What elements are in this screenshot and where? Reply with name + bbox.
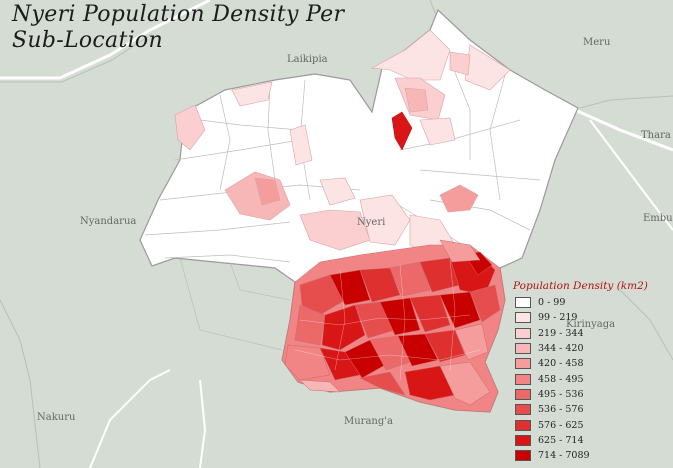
legend-label: 99 - 219	[538, 312, 578, 324]
legend-item: 458 - 495	[513, 371, 673, 386]
legend-item: 420 - 458	[513, 356, 673, 371]
place-label-tharaka: Thara	[641, 130, 671, 141]
legend-item: 536 - 576	[513, 402, 673, 417]
place-label-laikipia: Laikipia	[287, 54, 328, 65]
legend-item: 495 - 536	[513, 387, 673, 402]
legend-item: 344 - 420	[513, 341, 673, 356]
legend-label: 495 - 536	[538, 388, 584, 400]
road-line	[0, 0, 211, 80]
place-label-kirinyaga: Kirinyaga	[566, 319, 616, 330]
legend-label: 714 - 7089	[538, 450, 590, 462]
dense-area-lines	[294, 259, 481, 381]
legend-swatch	[515, 450, 531, 462]
legend-label: 576 - 625	[538, 419, 584, 431]
legend-item: 714 - 7089	[513, 448, 673, 463]
density-light-areas	[174, 29, 511, 256]
legend-swatch	[515, 358, 531, 370]
map-title-line1: Nyeri Population Density Per	[12, 2, 345, 27]
road-line	[0, 33, 153, 83]
legend-label: 344 - 420	[538, 343, 584, 355]
legend-swatch	[515, 419, 531, 431]
legend-swatch	[515, 343, 531, 355]
legend-label: 458 - 495	[538, 373, 584, 385]
legend-swatch	[515, 388, 531, 400]
road-line	[619, 289, 673, 361]
legend-title: Population Density (km2)	[513, 280, 648, 292]
place-label-nakuru: Nakuru	[37, 412, 76, 423]
density-high-wedge	[391, 111, 413, 151]
legend-swatch	[515, 373, 531, 385]
legend-item: 625 - 714	[513, 433, 673, 448]
legend-item: 219 - 344	[513, 326, 673, 341]
place-label-meru: Meru	[583, 37, 611, 48]
legend-item: 576 - 625	[513, 417, 673, 432]
map-title-line2: Sub-Location	[12, 28, 163, 53]
legend-label: 0 - 99	[538, 297, 566, 309]
place-label-embu: Embu	[643, 213, 673, 224]
legend-swatch	[515, 297, 531, 309]
legend-label: 219 - 344	[538, 327, 584, 339]
legend-item: 99 - 219	[513, 310, 673, 325]
legend-label: 420 - 458	[538, 358, 584, 370]
place-label-muranga: Murang'a	[344, 416, 393, 427]
place-label-nyeri: Nyeri	[357, 217, 386, 228]
place-label-nyandarua: Nyandarua	[80, 216, 137, 227]
legend-label: 536 - 576	[538, 404, 584, 416]
legend-swatch	[515, 404, 531, 416]
legend-label: 625 - 714	[538, 434, 584, 446]
road-line	[589, 119, 673, 231]
road-line	[579, 95, 673, 109]
road-line	[574, 108, 673, 152]
legend-swatch	[515, 434, 531, 446]
legend-item: 0 - 99	[513, 295, 673, 310]
density-dense-south	[281, 239, 506, 413]
legend: Population Density (km2) 0 - 99 99 - 219 2…	[513, 280, 673, 463]
road-line	[0, 299, 41, 468]
legend-swatch	[515, 312, 531, 324]
road-line	[199, 379, 207, 468]
legend-swatch	[515, 327, 531, 339]
road-line	[89, 369, 171, 468]
legend-rows: 0 - 99 99 - 219 219 - 344 344 - 420 420 - 45…	[513, 295, 673, 463]
